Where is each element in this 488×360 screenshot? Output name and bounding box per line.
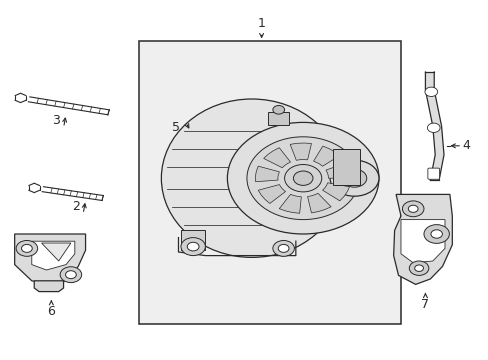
Polygon shape — [313, 146, 339, 166]
Bar — [139, 41, 400, 324]
Circle shape — [430, 230, 442, 238]
Circle shape — [407, 205, 417, 212]
Polygon shape — [325, 163, 350, 178]
Text: 4: 4 — [461, 139, 469, 152]
Circle shape — [65, 271, 76, 279]
Circle shape — [21, 244, 32, 252]
Bar — [333, 149, 360, 185]
Circle shape — [408, 261, 428, 275]
Bar — [181, 230, 205, 250]
Circle shape — [227, 122, 378, 234]
Circle shape — [278, 244, 288, 252]
Polygon shape — [15, 234, 85, 284]
Polygon shape — [425, 72, 443, 180]
Polygon shape — [255, 166, 279, 182]
Circle shape — [284, 165, 321, 192]
Polygon shape — [279, 194, 301, 213]
Polygon shape — [400, 220, 444, 263]
Polygon shape — [322, 183, 349, 201]
Polygon shape — [258, 185, 285, 203]
Ellipse shape — [161, 99, 342, 257]
Text: 2: 2 — [72, 201, 80, 213]
Circle shape — [423, 225, 448, 243]
Circle shape — [414, 265, 423, 271]
Circle shape — [60, 267, 81, 283]
Polygon shape — [41, 243, 71, 261]
Polygon shape — [263, 148, 290, 168]
Text: 5: 5 — [172, 121, 180, 134]
Circle shape — [272, 240, 294, 256]
Polygon shape — [289, 143, 311, 160]
Polygon shape — [307, 193, 330, 213]
Polygon shape — [34, 281, 63, 292]
Text: 1: 1 — [257, 17, 265, 30]
Circle shape — [293, 171, 312, 185]
Text: 6: 6 — [47, 305, 55, 318]
Circle shape — [402, 201, 423, 217]
Polygon shape — [393, 194, 451, 284]
Circle shape — [181, 238, 205, 256]
FancyBboxPatch shape — [427, 168, 439, 179]
Circle shape — [272, 105, 284, 114]
Circle shape — [246, 137, 359, 220]
Circle shape — [424, 87, 437, 96]
Circle shape — [187, 242, 199, 251]
Bar — [267, 112, 289, 125]
Circle shape — [427, 123, 439, 132]
Circle shape — [329, 160, 378, 196]
Circle shape — [342, 169, 366, 187]
Polygon shape — [32, 241, 75, 270]
Text: 3: 3 — [52, 114, 60, 127]
Circle shape — [16, 240, 38, 256]
Text: 7: 7 — [421, 298, 428, 311]
